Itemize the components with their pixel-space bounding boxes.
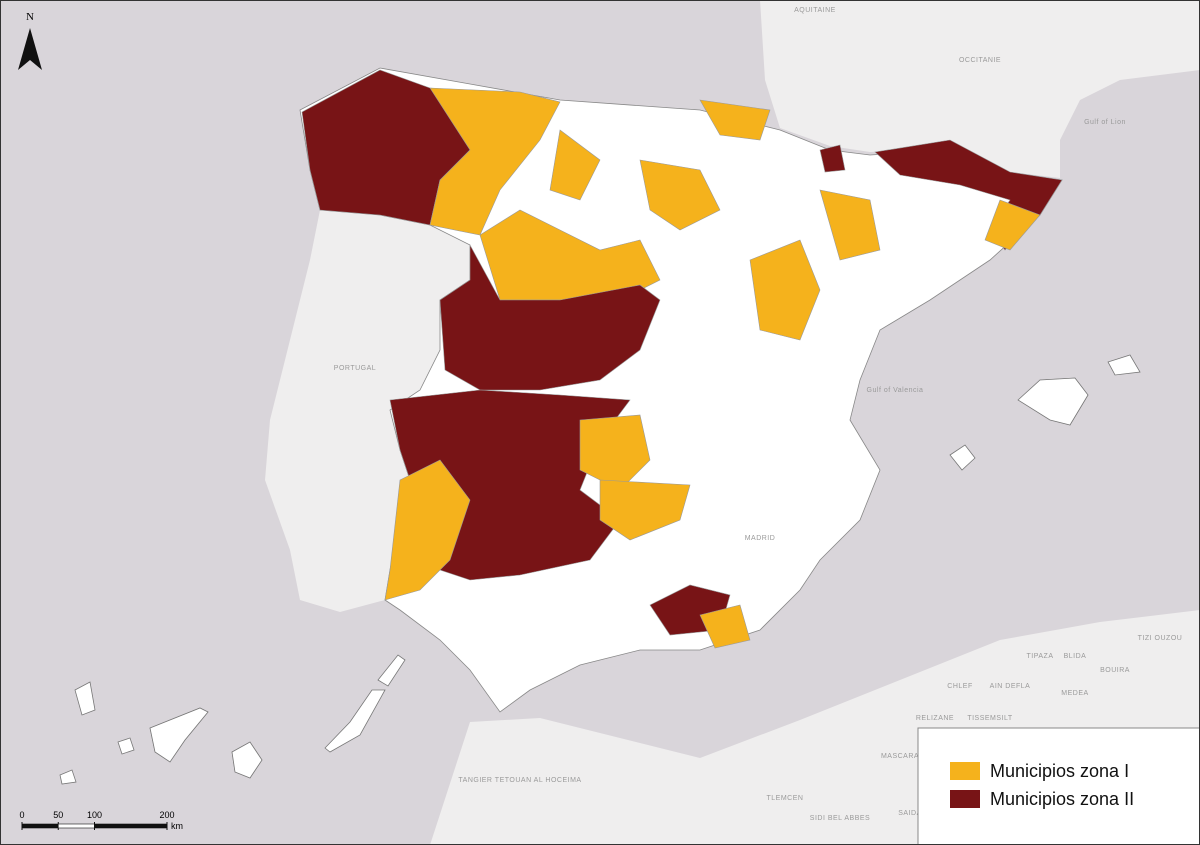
- scale-tick-label: 50: [53, 810, 63, 820]
- fuerteventura: [324, 689, 386, 753]
- scale-tick-label: 0: [19, 810, 24, 820]
- scale-tick-label: 100: [87, 810, 102, 820]
- place-label: BLIDA: [1064, 653, 1087, 660]
- zone-region: [819, 144, 846, 173]
- north-label: N: [26, 11, 34, 23]
- zone-region: [599, 479, 691, 541]
- place-label: Gulf of Valencia: [867, 387, 924, 394]
- north-icon: [18, 28, 42, 70]
- place-label: TANGIER TETOUAN AL HOCEIMA: [458, 777, 581, 784]
- north-arrow: N: [18, 11, 42, 70]
- place-labels: PORTUGAL AQUITAINE OCCITANIE Gulf of Lio…: [334, 7, 1183, 822]
- france: [760, 0, 1200, 178]
- place-label: MEDEA: [1061, 690, 1088, 697]
- legend-label: Municipios zona II: [990, 789, 1134, 809]
- legend-label: Municipios zona I: [990, 761, 1129, 781]
- legend-box: [917, 727, 1200, 845]
- tenerife: [149, 707, 209, 763]
- zone-region: [429, 87, 561, 236]
- place-label: BOUIRA: [1100, 667, 1130, 674]
- zone-region: [384, 459, 471, 601]
- lanzarote: [377, 654, 406, 687]
- zone-region: [549, 129, 601, 201]
- el-hierro: [59, 769, 77, 785]
- portugal: [265, 210, 470, 612]
- scale-segment: [21, 823, 59, 829]
- place-label: CHLEF: [947, 683, 972, 690]
- place-label: TIZI OUZOU: [1138, 635, 1183, 642]
- zone-region: [984, 199, 1041, 251]
- place-label: TISSEMSILT: [967, 715, 1013, 722]
- legend-swatch: [950, 790, 980, 808]
- zone-region: [639, 159, 721, 231]
- zone-region: [699, 99, 771, 141]
- zone-region: [819, 189, 881, 261]
- zone-region: [699, 604, 751, 649]
- zone-region: [439, 244, 661, 391]
- ibiza: [949, 444, 976, 471]
- islands: [59, 354, 1141, 785]
- gran-canaria: [231, 741, 263, 779]
- scale-segment: [57, 823, 95, 829]
- scale-unit: km: [171, 821, 183, 831]
- place-label: Gulf of Lion: [1084, 119, 1126, 126]
- mallorca: [1017, 377, 1089, 426]
- zones: [149, 69, 1089, 779]
- la-gomera: [117, 737, 135, 755]
- place-label: AIN DEFLA: [990, 683, 1031, 690]
- place-label: MASCARA: [881, 753, 919, 760]
- place-label: TLEMCEN: [767, 795, 804, 802]
- place-label: RELIZANE: [916, 715, 954, 722]
- place-label: SAIDA: [898, 810, 922, 817]
- scale-tick-label: 200: [159, 810, 174, 820]
- legend: Municipios zona I Municipios zona II: [950, 761, 1134, 809]
- la-palma: [74, 681, 96, 716]
- legend-swatch: [950, 762, 980, 780]
- place-label: SIDI BEL ABBES: [810, 815, 870, 822]
- menorca: [1107, 354, 1141, 376]
- place-label: PORTUGAL: [334, 365, 376, 372]
- place-label: TIPAZA: [1027, 653, 1054, 660]
- place-label: MADRID: [745, 535, 776, 542]
- zone-region: [579, 414, 651, 491]
- place-label: AQUITAINE: [794, 7, 836, 14]
- zone-region: [749, 239, 821, 341]
- scale-segment: [94, 823, 168, 829]
- place-label: OCCITANIE: [959, 57, 1001, 64]
